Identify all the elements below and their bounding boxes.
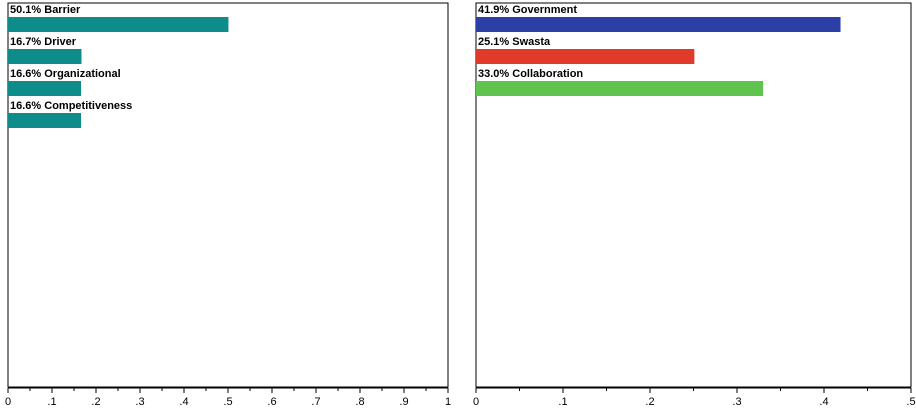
x-tick-label: .6 bbox=[267, 396, 276, 408]
bar-organizational bbox=[8, 81, 82, 96]
bar-label-government: 41.9% Government bbox=[478, 4, 577, 16]
bar-label-swasta: 25.1% Swasta bbox=[478, 36, 551, 48]
x-tick-label: .3 bbox=[732, 396, 741, 408]
x-tick-label: 0 bbox=[473, 396, 479, 408]
x-tick-label: .8 bbox=[355, 396, 364, 408]
bar-barrier bbox=[8, 17, 229, 32]
bar-driver bbox=[8, 49, 82, 64]
x-tick-label: .5 bbox=[223, 396, 232, 408]
bar-label-barrier: 50.1% Barrier bbox=[10, 4, 81, 16]
bar-label-collaboration: 33.0% Collaboration bbox=[478, 68, 583, 80]
bar-swasta bbox=[476, 49, 695, 64]
x-tick-label: .1 bbox=[47, 396, 56, 408]
chart-panel-1: 50.1% Barrier 16.7% Driver 16.6% Organizat… bbox=[5, 2, 451, 408]
bar-collaboration bbox=[476, 81, 764, 96]
bar-competitiveness bbox=[8, 113, 82, 128]
bar-label-organizational: 16.6% Organizational bbox=[10, 68, 121, 80]
x-tick-label: .2 bbox=[91, 396, 100, 408]
bar-label-competitiveness: 16.6% Competitiveness bbox=[10, 100, 132, 112]
x-tick-label: .9 bbox=[399, 396, 408, 408]
x-tick-label: .7 bbox=[311, 396, 320, 408]
chart-panel-2: 41.9% Government 25.1% Swasta 33.0% Collab… bbox=[473, 2, 916, 408]
x-tick-label: .3 bbox=[135, 396, 144, 408]
bar-government bbox=[476, 17, 841, 32]
plot-frame bbox=[7, 2, 449, 388]
bar-label-driver: 16.7% Driver bbox=[10, 36, 77, 48]
x-tick-label: .2 bbox=[645, 396, 654, 408]
x-tick-label: 1 bbox=[445, 396, 451, 408]
x-tick-label: .1 bbox=[558, 396, 567, 408]
x-tick-label: 0 bbox=[5, 396, 11, 408]
x-tick-label: .4 bbox=[819, 396, 828, 408]
x-tick-label: .4 bbox=[179, 396, 188, 408]
x-tick-label: .5 bbox=[906, 396, 915, 408]
plot-frame bbox=[475, 2, 912, 388]
